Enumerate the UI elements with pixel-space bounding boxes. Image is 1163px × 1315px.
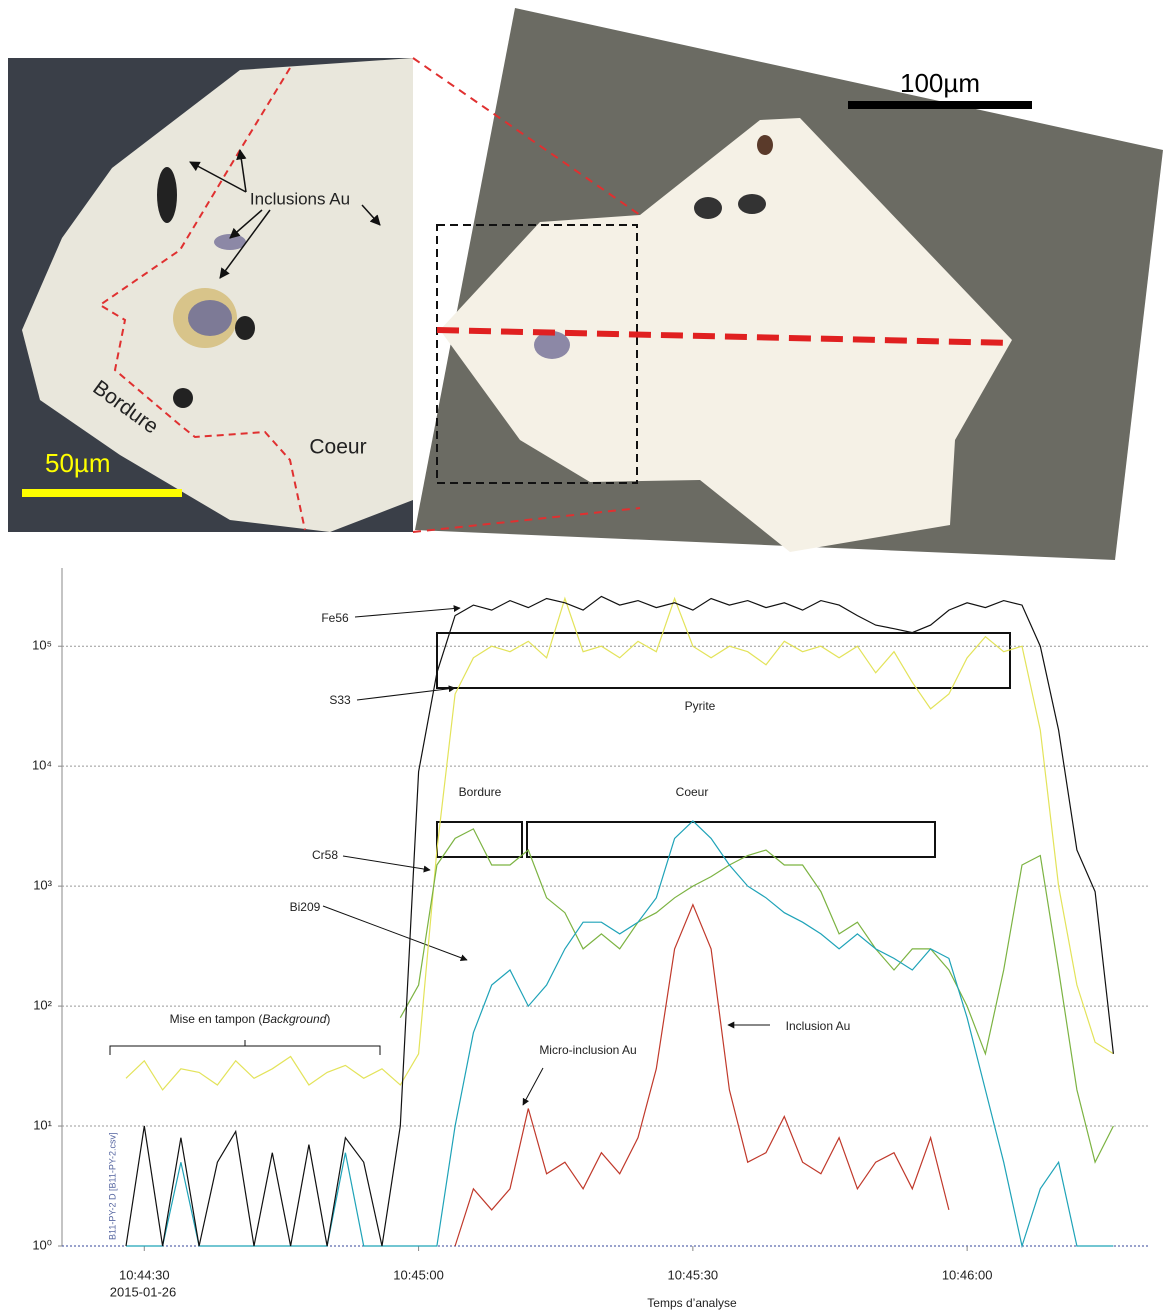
inclusion	[235, 316, 255, 340]
inclusion	[173, 388, 193, 408]
inclusion	[157, 167, 177, 223]
rim-box	[436, 821, 523, 858]
arrow	[189, 161, 247, 193]
series-line	[125, 595, 1114, 1247]
arrow	[361, 204, 381, 226]
rim-boundary	[98, 67, 306, 531]
annotation: Mise en tampon (Background)	[170, 1012, 331, 1026]
annotation: Coeur	[676, 785, 709, 799]
series-label: Cr58	[312, 848, 338, 862]
series-label: S33	[329, 693, 351, 707]
arrow	[342, 855, 431, 873]
y-tick-label: 10⁴	[32, 758, 52, 773]
x-tick-label: 10:45:30	[668, 1267, 719, 1282]
pyrite-box	[436, 632, 1011, 689]
inclusion	[534, 331, 570, 359]
zoom-line	[412, 57, 641, 216]
x-tick-label: 10:44:30	[119, 1267, 170, 1282]
series-line	[126, 820, 1114, 1249]
bracket	[109, 1040, 381, 1055]
annotation-part: Background	[262, 1012, 326, 1026]
series-line	[125, 596, 1114, 1091]
arrow	[219, 209, 271, 279]
arrow	[322, 905, 468, 962]
micrographs: 50µm 100µm Inclusions Au Bordure Coeur	[8, 8, 1163, 560]
zoom-box	[436, 224, 638, 484]
series-label: Fe56	[321, 611, 349, 625]
x-tick-label: 10:46:00	[942, 1267, 993, 1282]
scale-label: 100µm	[900, 68, 980, 98]
inclusion	[757, 135, 773, 155]
y-tick-label: 10¹	[33, 1117, 52, 1132]
series-label: Bi209	[290, 900, 321, 914]
x-axis-label: Temps d’analyse	[647, 1296, 737, 1310]
y-tick-label: 10⁰	[32, 1237, 52, 1252]
date-label: 2015-01-26	[110, 1284, 177, 1299]
annotation: Pyrite	[685, 699, 716, 713]
inclusion	[214, 234, 246, 250]
file-label: B11-PY-2 D [B11-PY-2.csv]	[107, 1132, 117, 1240]
annotation: Micro-inclusion Au	[539, 1043, 636, 1057]
inclusion-label: Inclusions Au	[250, 189, 350, 208]
y-tick-label: 10²	[33, 998, 52, 1013]
series-line	[454, 903, 950, 1247]
x-tick-label: 10:45:00	[393, 1267, 444, 1282]
core-box	[526, 821, 936, 858]
annotation: Inclusion Au	[786, 1019, 851, 1033]
arrow	[229, 209, 263, 239]
scale-label: 50µm	[45, 448, 111, 478]
series-line	[399, 828, 1114, 1164]
core-label: Coeur	[309, 436, 366, 459]
arrow	[356, 685, 456, 701]
y-tick-label: 10³	[33, 878, 52, 893]
inclusion	[738, 194, 766, 214]
inclusion	[188, 300, 232, 336]
annotation-part: )	[326, 1012, 330, 1026]
inclusion	[694, 197, 722, 219]
chart: Pyrite Bordure Coeur Fe56 S33 Cr58 Bi209…	[32, 568, 1150, 1310]
annotation: Bordure	[459, 785, 502, 799]
arrow	[522, 1067, 544, 1106]
zoom-line	[412, 507, 641, 533]
y-tick-label: 10⁵	[32, 638, 52, 653]
arrow	[236, 148, 247, 193]
arrow	[354, 605, 461, 618]
annotation-part: Mise en tampon (	[170, 1012, 263, 1026]
